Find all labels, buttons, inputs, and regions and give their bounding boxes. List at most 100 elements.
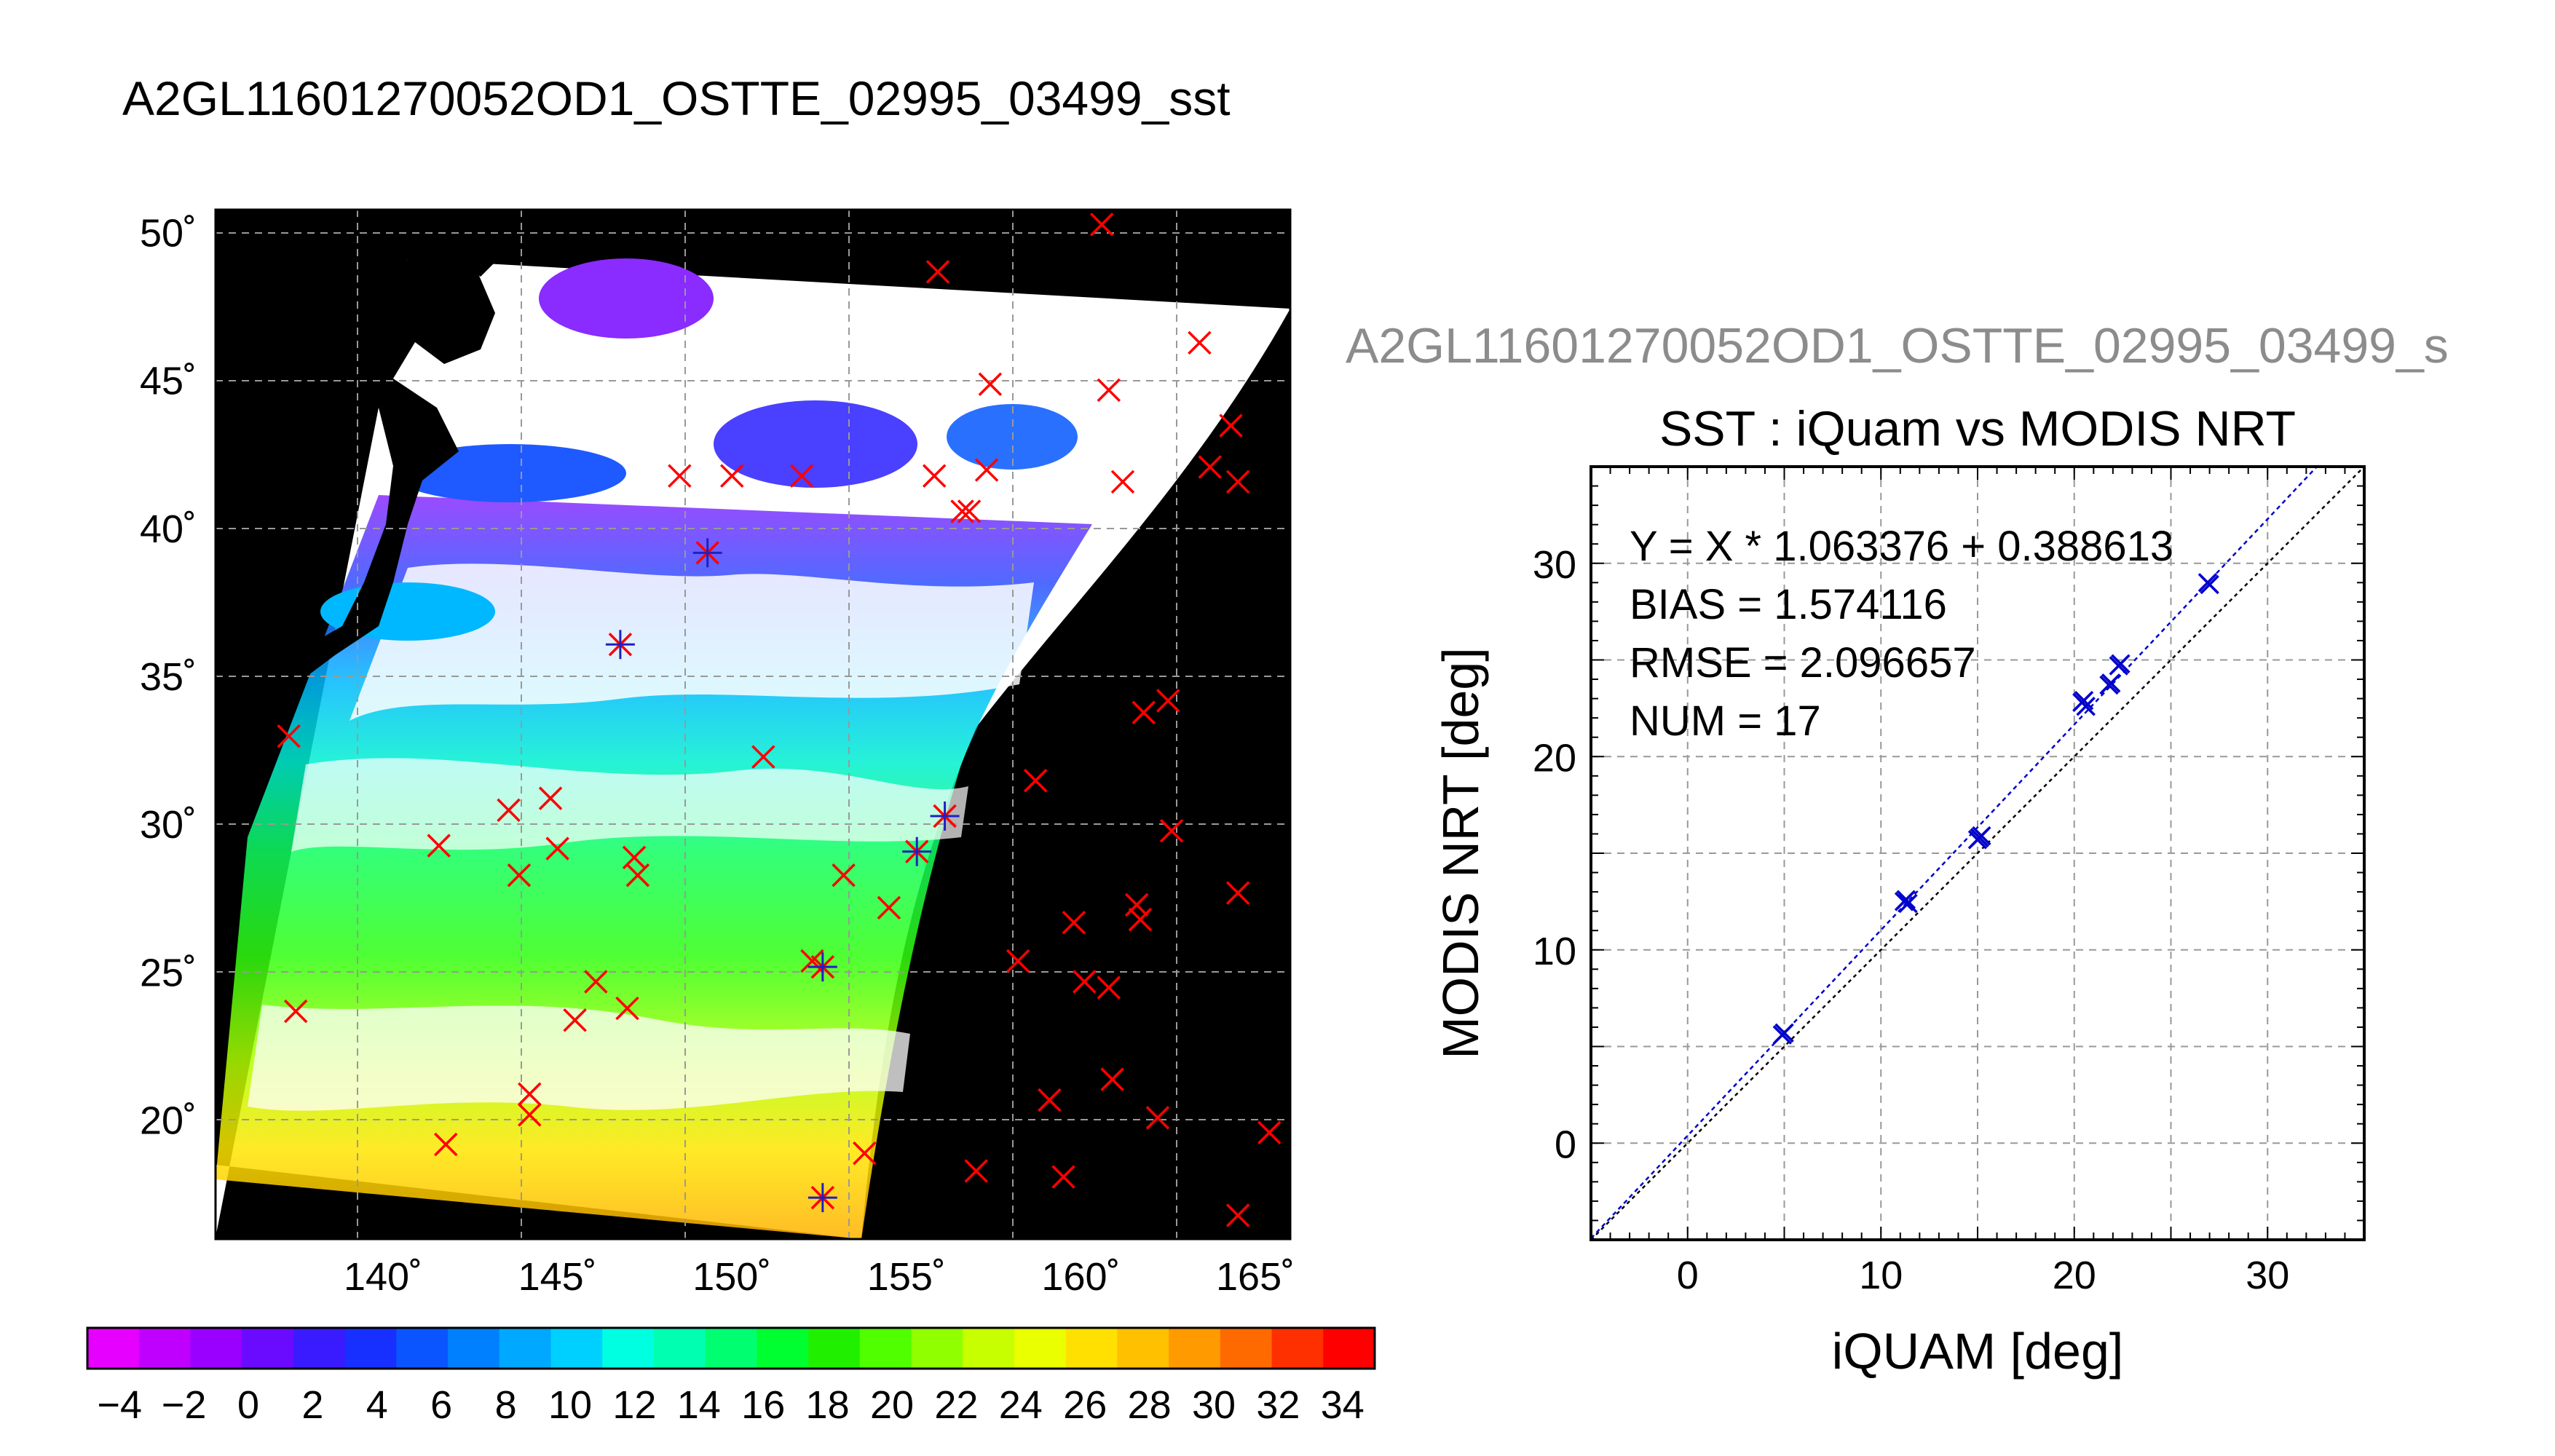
colorbar-cell bbox=[859, 1328, 912, 1369]
buoy-marker bbox=[877, 895, 901, 920]
scatter-x-tick-label: 10 bbox=[1859, 1254, 1903, 1297]
colorbar-tick-label: 6 bbox=[430, 1383, 452, 1427]
colorbar-cell bbox=[1065, 1328, 1118, 1369]
buoy-marker bbox=[832, 863, 856, 887]
buoy-marker bbox=[584, 970, 608, 994]
buoy-marker bbox=[1089, 213, 1114, 237]
scatter-point bbox=[2101, 673, 2121, 693]
buoy-marker bbox=[1051, 1165, 1075, 1189]
buoy-marker bbox=[1198, 455, 1223, 479]
buoy-marker bbox=[1132, 700, 1156, 724]
matchup-marker bbox=[930, 801, 960, 831]
buoy-marker bbox=[1257, 1120, 1282, 1144]
colorbar-cell bbox=[448, 1328, 500, 1369]
matchup-marker bbox=[605, 630, 635, 660]
colorbar-tick-label: 12 bbox=[612, 1383, 656, 1427]
buoy-marker bbox=[1225, 1203, 1250, 1227]
colorbar-cell bbox=[1323, 1328, 1375, 1369]
colorbar-tick-label: −4 bbox=[97, 1383, 142, 1427]
scatter-x-tick-labels: 0 10 20 30 bbox=[1677, 1254, 2290, 1297]
colorbar-cell bbox=[1169, 1328, 1221, 1369]
colorbar-cell bbox=[499, 1328, 552, 1369]
buoy-marker bbox=[1006, 949, 1030, 973]
scatter-point bbox=[1774, 1023, 1794, 1043]
colorbar-tick-label: 16 bbox=[741, 1383, 785, 1427]
buoy-marker bbox=[1219, 414, 1243, 438]
colorbar-tick-label: 22 bbox=[934, 1383, 978, 1427]
scatter-minor-ticks bbox=[1591, 467, 2364, 1240]
colorbar-tick-label: 26 bbox=[1063, 1383, 1107, 1427]
colorbar-cell bbox=[1271, 1328, 1324, 1369]
land-japan bbox=[291, 240, 495, 677]
colorbar-frame bbox=[86, 1326, 1376, 1370]
matchup-marker bbox=[902, 836, 932, 866]
scatter-title: SST : iQuam vs MODIS NRT bbox=[1659, 401, 2296, 456]
matchup-marker bbox=[807, 1183, 837, 1213]
buoy-marker bbox=[1128, 907, 1153, 932]
buoy-marker bbox=[1100, 1067, 1124, 1091]
buoy-marker bbox=[625, 863, 650, 887]
scatter-y-tick-label: 0 bbox=[1555, 1123, 1576, 1166]
buoy-marker bbox=[1062, 910, 1086, 935]
map-y-tick-label: 50˚ bbox=[140, 212, 197, 256]
buoy-marker bbox=[1073, 970, 1097, 994]
cold-sst-patch bbox=[714, 400, 917, 488]
colorbar: −4 −2 0 2 4 6 8 10 12 14 16 18 20 22 24 26 28 30 32 34 bbox=[86, 1326, 1376, 1427]
colorbar-tick-label: 24 bbox=[999, 1383, 1043, 1427]
colorbar-tick-label: 28 bbox=[1128, 1383, 1172, 1427]
scatter-point bbox=[1898, 893, 1918, 914]
buoy-marker bbox=[853, 1141, 877, 1166]
colorbar-tick-label: 18 bbox=[806, 1383, 850, 1427]
buoy-marker bbox=[1156, 689, 1180, 713]
buoy-marker bbox=[518, 1082, 542, 1107]
scatter-point bbox=[2197, 573, 2218, 593]
colorbar-cells bbox=[87, 1328, 1375, 1369]
map-y-tick-label: 25˚ bbox=[140, 951, 197, 994]
buoy-marker bbox=[563, 1008, 587, 1032]
scatter-x-tick-label: 0 bbox=[1677, 1254, 1699, 1297]
colorbar-cell bbox=[602, 1328, 655, 1369]
buoy-marker bbox=[615, 996, 639, 1021]
scatter-y-tick-label: 30 bbox=[1533, 543, 1576, 587]
colorbar-tick-label: 32 bbox=[1256, 1383, 1300, 1427]
scatter-header: A2GL11601270052OD1_OSTTE_02995_03499_s bbox=[1346, 318, 2449, 373]
scatter-y-tick-label: 10 bbox=[1533, 930, 1576, 973]
scatter-y-tick-label: 20 bbox=[1533, 736, 1576, 780]
buoy-marker bbox=[922, 464, 947, 488]
stats-line: BIAS = 1.574116 bbox=[1630, 581, 1947, 628]
buoy-marker bbox=[800, 949, 824, 973]
buoy-marker bbox=[1124, 893, 1149, 917]
buoy-marker bbox=[1110, 470, 1135, 494]
colorbar-tick-label: 2 bbox=[301, 1383, 323, 1427]
stats-line: RMSE = 2.096657 bbox=[1630, 639, 1976, 687]
buoy-marker bbox=[497, 798, 521, 823]
colorbar-tick-label: 10 bbox=[548, 1383, 592, 1427]
buoy-marker bbox=[277, 724, 301, 748]
buoy-marker bbox=[978, 372, 1003, 396]
buoy-marker bbox=[1188, 331, 1212, 355]
map-title: A2GL11601270052OD1_OSTTE_02995_03499_sst bbox=[122, 71, 1231, 125]
scatter-point bbox=[2072, 692, 2092, 713]
map-y-tick-label: 30˚ bbox=[140, 803, 197, 847]
matchup-marker bbox=[807, 952, 837, 982]
buoy-marker bbox=[974, 458, 999, 482]
colorbar-cell bbox=[757, 1328, 810, 1369]
colorbar-cell bbox=[808, 1328, 861, 1369]
buoy-marker bbox=[1097, 378, 1121, 403]
map-x-tick-label: 150˚ bbox=[692, 1255, 771, 1299]
stats-line: NUM = 17 bbox=[1630, 697, 1821, 745]
map-y-tick-labels: 20˚ 25˚ 30˚ 35˚ 40˚ 45˚ 50˚ bbox=[140, 212, 197, 1143]
buoy-marker bbox=[925, 260, 950, 284]
map-x-tick-label: 140˚ bbox=[344, 1255, 422, 1299]
cloud-patch bbox=[291, 758, 968, 852]
colorbar-tick-label: 0 bbox=[237, 1383, 259, 1427]
buoy-marker bbox=[507, 863, 532, 887]
colorbar-tick-label: 4 bbox=[366, 1383, 388, 1427]
stats-line: Y = X * 1.063376 + 0.388613 bbox=[1630, 523, 2173, 570]
colorbar-cell bbox=[1220, 1328, 1273, 1369]
buoy-marker bbox=[518, 1103, 542, 1127]
map-y-tick-label: 35˚ bbox=[140, 655, 197, 699]
regression-line bbox=[1591, 467, 2318, 1239]
cold-sst-patch bbox=[539, 258, 714, 339]
